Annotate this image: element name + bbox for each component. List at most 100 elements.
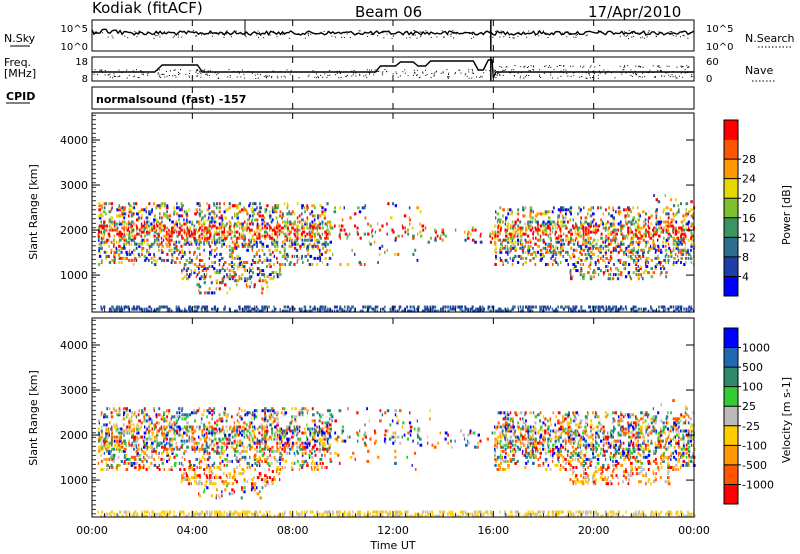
power-mark — [685, 250, 689, 254]
velocity-mark — [128, 417, 131, 421]
power-mark — [111, 228, 114, 232]
velocity-mark — [263, 419, 266, 423]
velocity-mark — [143, 445, 146, 449]
power-mark — [665, 238, 669, 242]
power-mark — [105, 238, 109, 242]
power-mark — [316, 224, 320, 228]
power-mark — [276, 256, 278, 260]
power-mark — [537, 244, 540, 248]
velocity-mark — [110, 427, 113, 431]
velocity-mark — [261, 425, 264, 429]
velocity-mark — [113, 512, 116, 516]
power-mark — [658, 261, 661, 264]
velocity-mark — [226, 413, 230, 417]
power-mark — [140, 240, 143, 244]
power-mark — [131, 220, 134, 224]
power-mark — [140, 222, 143, 226]
velocity-mark — [278, 433, 281, 437]
power-mark — [98, 250, 101, 254]
nsearch-point — [517, 35, 519, 37]
power-mark — [464, 305, 467, 309]
velocity-mark — [155, 421, 159, 425]
velocity-mark — [176, 431, 179, 435]
power-mark — [670, 198, 673, 202]
power-mark — [617, 273, 620, 277]
power-mark — [520, 254, 523, 258]
velocity-mark — [188, 478, 191, 482]
nave-point — [589, 77, 591, 79]
nsearch-point — [585, 35, 587, 37]
power-mark — [156, 232, 159, 236]
power-mark — [638, 244, 640, 248]
power-mark — [662, 220, 665, 224]
power-mark — [512, 234, 515, 238]
nave-point — [318, 77, 319, 79]
power-mark — [569, 238, 572, 242]
nsearch-point — [447, 34, 449, 36]
power-mark — [654, 210, 658, 214]
power-mark — [266, 232, 269, 236]
velocity-mark — [211, 409, 214, 413]
velocity-mark — [190, 411, 194, 415]
velocity-mark — [163, 431, 165, 435]
power-mark — [618, 307, 621, 311]
velocity-mark — [210, 512, 213, 516]
nave-point — [339, 72, 341, 74]
power-mark — [617, 212, 621, 216]
velocity-mark — [117, 455, 120, 459]
power-mark — [339, 228, 343, 232]
power-mark — [566, 250, 569, 254]
velocity-mark — [112, 407, 115, 411]
power-mark — [213, 261, 216, 264]
power-mark — [216, 281, 218, 285]
power-mark — [556, 246, 559, 250]
power-mark — [552, 250, 555, 254]
velocity-mark — [230, 441, 234, 445]
nave-point — [630, 69, 632, 71]
velocity-mark — [133, 429, 135, 433]
power-mark — [261, 242, 265, 246]
nsearch-point — [107, 36, 109, 38]
velocity-mark — [208, 468, 211, 471]
power-mark — [630, 230, 633, 234]
power-mark — [289, 307, 291, 311]
nsearch-point — [97, 32, 99, 34]
nave-point — [524, 76, 526, 78]
velocity-mark — [211, 429, 214, 433]
nsearch-point — [562, 32, 564, 34]
power-mark — [569, 208, 572, 212]
power-mark — [110, 226, 113, 230]
nave-point — [435, 71, 437, 73]
power-mark — [128, 204, 132, 208]
velocity-mark — [248, 466, 251, 469]
velocity-mark — [225, 474, 228, 478]
power-mark — [103, 234, 105, 238]
power-mark — [665, 275, 668, 279]
power-mark — [637, 206, 639, 210]
nave-point — [336, 72, 338, 74]
nsearch-point — [499, 36, 501, 38]
velocity-mark — [230, 415, 233, 419]
velocity-mark — [238, 512, 242, 516]
velocity-mark — [261, 427, 264, 431]
power-mark — [660, 271, 663, 275]
power-mark — [604, 244, 608, 248]
power-mark — [614, 238, 617, 242]
power-mark — [293, 240, 297, 244]
power-mark — [669, 234, 673, 238]
nave-point — [203, 70, 205, 72]
nsearch-point — [500, 33, 502, 35]
power-mark — [640, 226, 642, 230]
velocity-mark — [116, 445, 118, 449]
power-mark — [115, 228, 118, 232]
power-mark — [235, 238, 238, 242]
power-mark — [233, 246, 237, 250]
nave-point — [623, 66, 625, 68]
freq-unit: [MHz] — [4, 67, 36, 80]
power-mark — [499, 250, 503, 254]
velocity-mark — [269, 409, 272, 413]
power-mark — [624, 263, 627, 266]
velocity-mark — [151, 510, 154, 514]
nave-point — [599, 65, 601, 66]
power-mark — [103, 305, 106, 309]
